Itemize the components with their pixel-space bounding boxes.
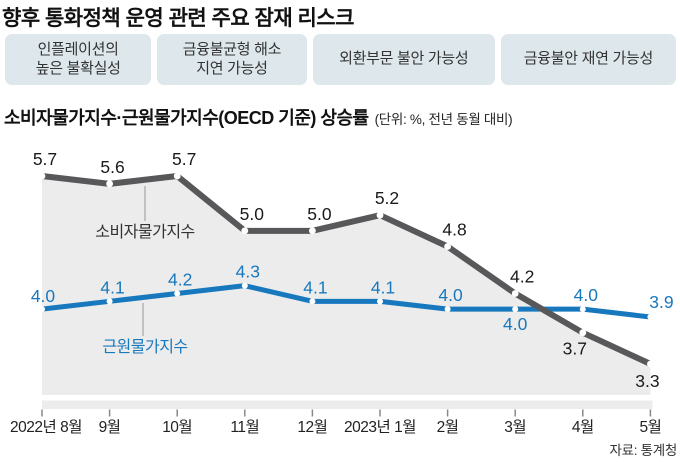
risk-box: 금융불균형 해소 지연 가능성 (157, 34, 307, 85)
core-cpi-point-marker (579, 306, 586, 313)
cpi-point-marker (106, 180, 113, 188)
risk-box-label: 외환부문 불안 가능성 (339, 50, 469, 68)
core-cpi-value-label: 4.1 (371, 277, 395, 297)
core-cpi-point-marker (241, 282, 248, 289)
cpi-point-marker (309, 227, 316, 235)
core-cpi-point-marker (377, 298, 383, 305)
cpi-point-marker (579, 329, 587, 337)
risk-box: 인플레이션의 높은 불확실성 (5, 34, 152, 85)
cpi-series-label: 소비자물가지수 (95, 223, 195, 241)
risk-box: 금융불안 재연 가능성 (500, 34, 676, 85)
cpi-line (39, 173, 654, 367)
x-axis-label: 5월 (639, 418, 661, 436)
chart-title-row: 소비자물가지수·근원물가지수(OECD 기준) 상승률 (단위: %, 전년 동월… (4, 104, 513, 130)
cpi-point-marker (173, 172, 181, 180)
source-label: 자료: 통계청 (609, 443, 677, 458)
core-cpi-value-label: 4.1 (100, 277, 124, 297)
cpi-point-marker (241, 227, 249, 235)
cpi-point-marker (376, 211, 384, 219)
core-cpi-value-label: 4.0 (31, 286, 56, 306)
cpi-value-label: 4.2 (510, 266, 534, 286)
x-axis-label: 9월 (99, 418, 121, 436)
cpi-value-label: 5.7 (172, 149, 196, 169)
cpi-value-label: 5.0 (240, 204, 265, 224)
core-cpi-point-marker (444, 306, 451, 313)
cpi-value-label: 5.0 (307, 204, 332, 224)
core-cpi-value-label: 4.0 (574, 285, 599, 305)
core-cpi-line (39, 283, 653, 320)
core-cpi-value-label: 4.0 (503, 314, 528, 334)
page-title: 향후 통화정책 운영 관련 주요 잠재 리스크 (2, 7, 354, 30)
cpi-value-label: 5.2 (375, 188, 399, 208)
cpi-point-marker (444, 243, 451, 250)
core-cpi-value-label: 4.3 (236, 262, 260, 282)
core-cpi-value-label: 4.2 (168, 269, 192, 289)
axis-band (42, 400, 653, 409)
core-cpi-point-marker (174, 290, 181, 297)
risk-box-label: 금융불안 재연 가능성 (523, 50, 654, 68)
cpi-value-label: 3.7 (563, 339, 587, 359)
core-cpi-point-marker (309, 298, 316, 305)
cpi-value-label: 5.6 (100, 157, 124, 177)
core-cpi-point-marker (106, 298, 113, 305)
chart-title: 소비자물가지수·근원물가지수(OECD 기준) 상승률 (4, 108, 369, 128)
cpi-point-marker (647, 360, 654, 368)
risk-box-row: 인플레이션의 높은 불확실성 금융불균형 해소 지연 가능성 외환부문 불안 가능성… (5, 34, 676, 85)
x-axis-label: 10월 (162, 418, 192, 436)
x-axis-label: 2022년 8월 (10, 418, 82, 436)
cpi-value-label: 4.8 (442, 219, 466, 239)
core-cpi-value-label: 3.9 (649, 292, 673, 312)
risk-box: 외환부문 불안 가능성 (312, 34, 495, 85)
cpi-value-label: 3.3 (635, 371, 659, 391)
core-cpi-point-marker (512, 306, 519, 313)
chart-unit-note: (단위: %, 전년 동월 대비) (374, 112, 513, 127)
risk-box-label: 인플레이션의 높은 불확실성 (35, 40, 121, 77)
core-cpi-value-label: 4.1 (303, 277, 327, 297)
cpi-point-marker (38, 172, 46, 180)
cpi-value-label: 5.7 (33, 149, 57, 169)
risk-box-label: 금융불균형 해소 지연 가능성 (182, 40, 282, 77)
x-axis-label: 2023년 1월 (344, 418, 416, 436)
core-cpi-point-marker (647, 313, 654, 320)
cpi-area-fill (42, 176, 651, 395)
x-axis-label: 12월 (297, 418, 327, 436)
cpi-point-marker (511, 290, 519, 297)
core-cpi-value-label: 4.0 (438, 285, 463, 305)
x-axis-label: 4월 (572, 418, 594, 436)
core-cpi-series-label: 근원물가지수 (102, 338, 187, 356)
x-axis-label: 3월 (504, 418, 526, 436)
core-cpi-point-marker (39, 306, 45, 313)
x-axis-label: 11월 (230, 418, 259, 436)
x-axis-label: 2월 (437, 418, 459, 436)
